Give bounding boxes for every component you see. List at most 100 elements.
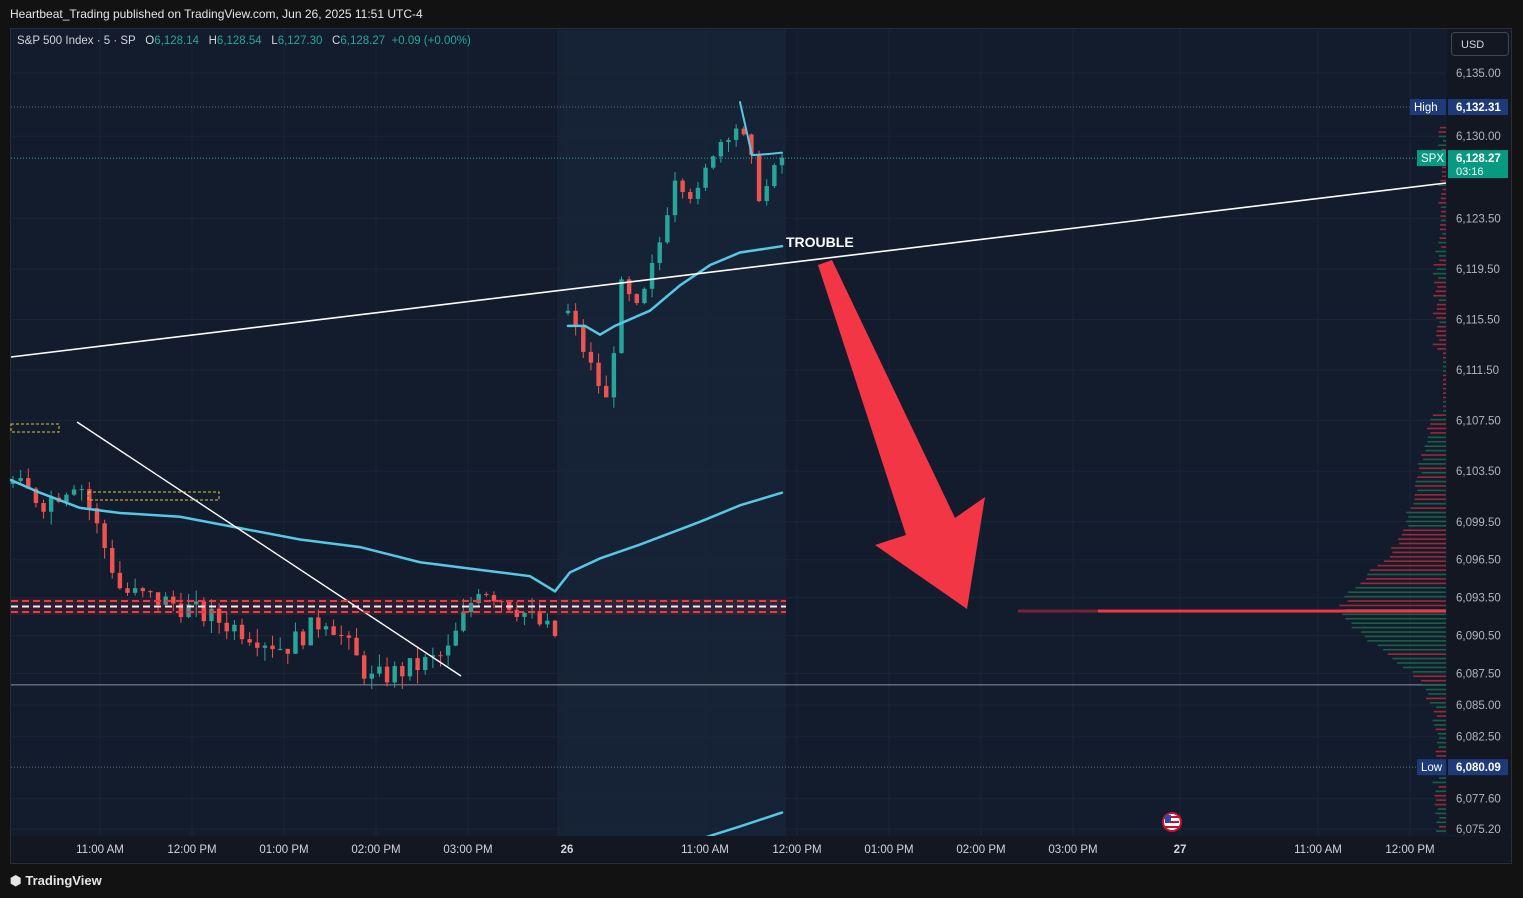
volume-profile-bar [1398, 538, 1446, 540]
volume-profile-bar [1414, 494, 1446, 496]
candle-body [140, 588, 145, 592]
volume-profile-bar [1438, 255, 1446, 257]
volume-profile-bar [1443, 405, 1446, 408]
price-label-low: Low 6,080.09 [1417, 759, 1508, 776]
volume-profile-bar [1443, 383, 1446, 386]
open-label: O [145, 35, 155, 47]
candle-body [634, 294, 639, 304]
candle-body [430, 655, 436, 657]
footer-bar: ⬢ TradingView [0, 864, 1523, 898]
candle-body [657, 242, 662, 263]
open-value: 6,128.14 [154, 35, 200, 47]
candle-body [110, 548, 115, 573]
candle-body [361, 655, 367, 679]
candle-body [155, 592, 161, 605]
axes: 6,135.00 6,130.00 6,123.50 6,119.50 6,115.50… [11, 29, 1511, 863]
candle-body [756, 154, 762, 202]
price-tick-label: 6,135.00 [1456, 68, 1501, 80]
time-axis [11, 836, 1511, 863]
candle-body [672, 180, 678, 216]
volume-profile-bar [1443, 374, 1446, 377]
us-flag-canton [1165, 815, 1171, 822]
time-tick-label: 11:00 AM [76, 844, 124, 856]
candle-body [749, 134, 754, 155]
rising-trendline [10, 182, 1447, 358]
candle-body [772, 165, 777, 187]
volume-profile-bar [1424, 445, 1446, 447]
time-tick-label: 03:00 PM [443, 844, 492, 856]
candle-body [48, 497, 54, 512]
volume-profile-bar [1423, 458, 1446, 461]
volume-profile-bar [1434, 281, 1446, 284]
symbol-name[interactable]: S&P 500 Index · 5 · SP [17, 35, 136, 47]
volume-profile-bar [1383, 560, 1446, 563]
volume-profile-bar [1443, 387, 1446, 390]
volume-profile-bar [1367, 573, 1446, 576]
volume-profile-bar [1432, 414, 1446, 417]
candle-body [423, 656, 428, 671]
candle-body [703, 167, 708, 188]
volume-profile-bar [1442, 175, 1446, 178]
us-flag-stripe [1165, 816, 1179, 818]
volume-profile-bar [1410, 507, 1446, 509]
candle-body [461, 612, 466, 631]
candle-body [270, 645, 275, 650]
candle-body [300, 631, 306, 646]
price-label-value-bg [1448, 759, 1508, 776]
volume-profile-bar [1443, 352, 1446, 355]
time-tick-label: 11:00 AM [1294, 844, 1342, 856]
volume-profile-bar [1391, 547, 1446, 549]
candle-body [194, 601, 199, 605]
volume-profile-bar [1441, 148, 1446, 151]
tv-logo-icon: ⬢ [10, 873, 22, 888]
candle-body [262, 645, 268, 648]
volume-profile-bar [1438, 144, 1446, 147]
volume-profile-bar [1436, 268, 1446, 270]
price-label-value-bg [1448, 150, 1508, 179]
candle-body [186, 604, 191, 618]
volume-profile-bar [1425, 688, 1446, 691]
candle-body [552, 620, 558, 636]
candle-body [726, 139, 731, 142]
volume-profile-bar [1436, 821, 1446, 824]
volume-profile-bar [1433, 710, 1446, 713]
volume-profile-bar [1433, 263, 1446, 266]
tradingview-logo[interactable]: ⬢ TradingView [10, 873, 102, 889]
range-box [10, 423, 60, 433]
volume-profile-bar [1437, 808, 1446, 810]
candle-body [415, 658, 420, 671]
volume-profile-bar [1360, 582, 1446, 585]
price-tick-label: 6,119.50 [1456, 264, 1500, 276]
volume-profile-bar [1417, 489, 1446, 492]
volume-profile-bar [1417, 476, 1446, 478]
volume-profile-bar [1434, 794, 1446, 797]
ma-slow-line [9, 478, 784, 593]
price-label-tag: High [1414, 102, 1438, 114]
candle-body [255, 642, 260, 648]
volume-profile-bar [1425, 449, 1446, 452]
volume-profile-bar [1418, 463, 1446, 465]
volume-profile-bar [1441, 219, 1446, 222]
candle-body [132, 588, 138, 593]
volume-profile-bar [1432, 781, 1446, 784]
volume-profile-bar [1438, 299, 1446, 301]
price-tick-label: 6,075.20 [1456, 824, 1501, 836]
volume-profile-bar [1440, 197, 1446, 200]
volume-profile-bar [1392, 657, 1446, 660]
candle-body [522, 613, 527, 617]
volume-profile-bar [1436, 741, 1446, 744]
currency-button[interactable]: USD [1451, 32, 1509, 56]
volume-profile-bar [1439, 339, 1446, 341]
volume-profile-bar [1433, 294, 1446, 297]
high-value: 6,128.54 [216, 35, 262, 47]
price-tick-label: 6,093.50 [1456, 593, 1501, 605]
price-label-tag-bg [1417, 150, 1446, 167]
volume-profile-bar [1439, 737, 1446, 740]
candle-body [476, 593, 481, 604]
candle-body [445, 645, 451, 656]
ma-short-line [739, 101, 783, 157]
volume-profile-bar [1442, 232, 1446, 235]
volume-profile-bar [1442, 188, 1446, 191]
candle-body [316, 617, 321, 630]
